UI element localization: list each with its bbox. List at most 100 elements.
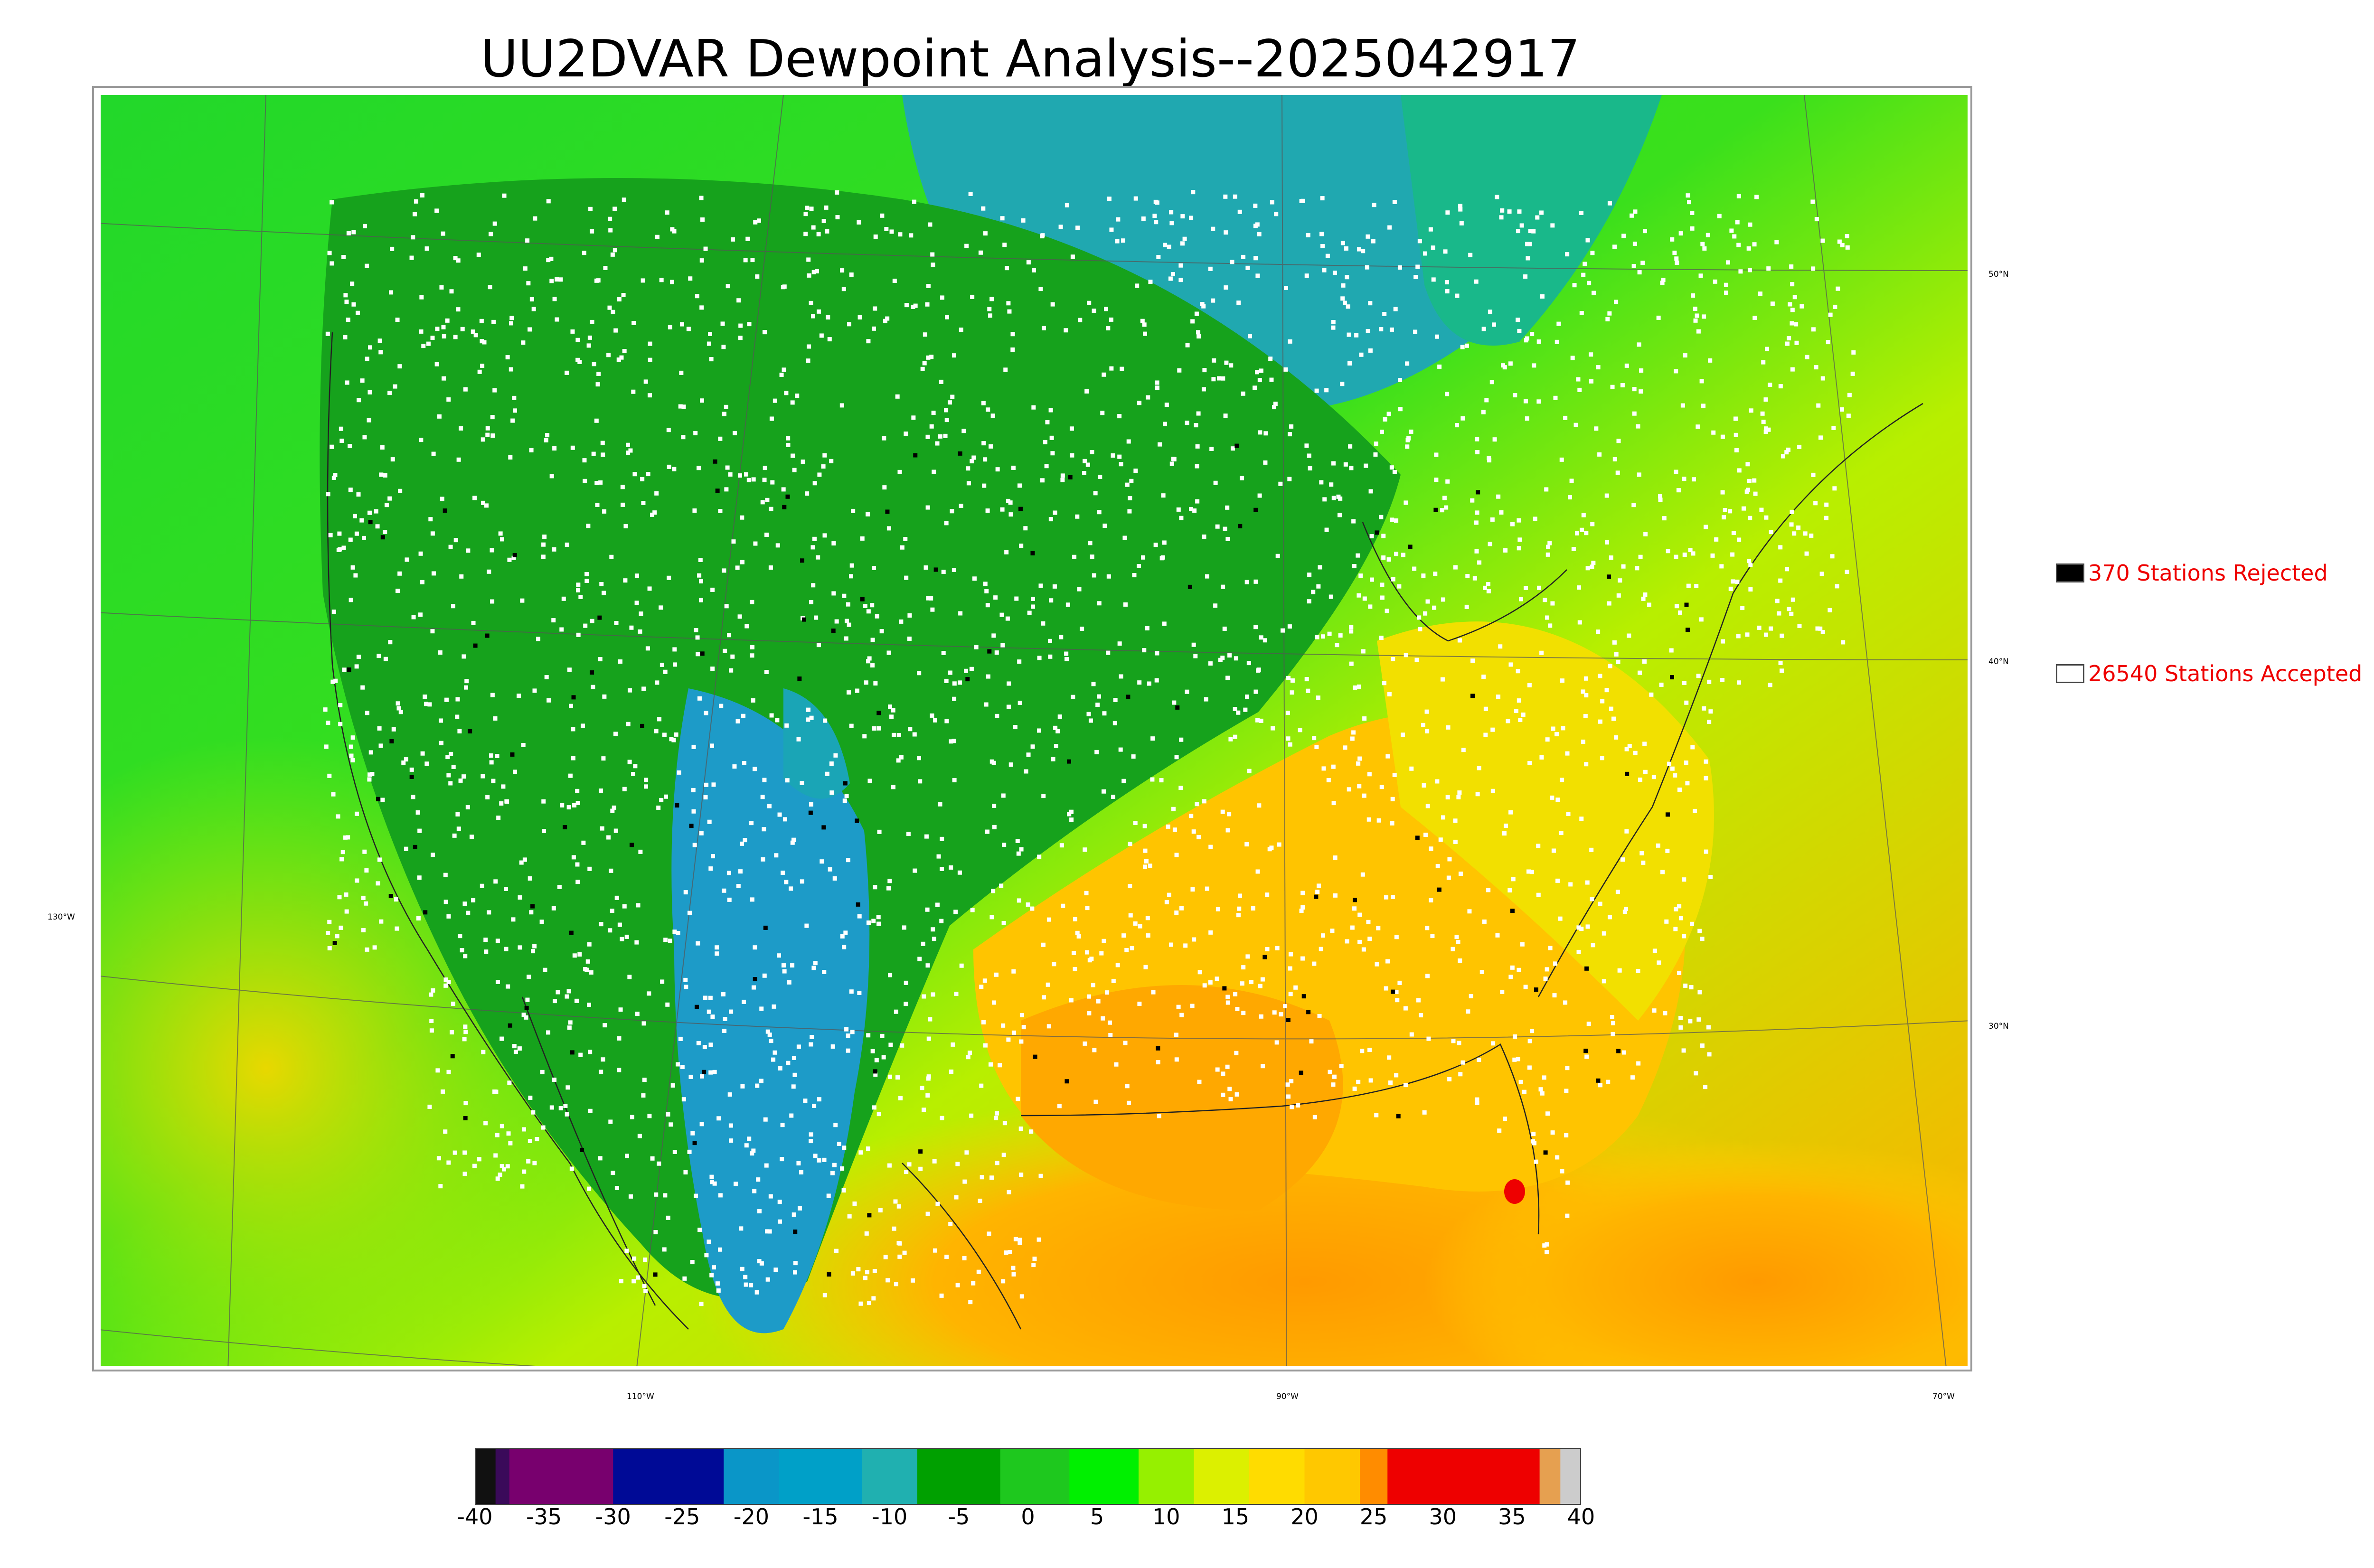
station-accepted	[634, 940, 639, 945]
station-accepted	[773, 1268, 778, 1272]
station-accepted	[520, 1184, 525, 1189]
station-accepted	[524, 1015, 528, 1020]
station-accepted	[684, 985, 688, 989]
station-accepted	[1736, 634, 1741, 638]
station-accepted	[827, 337, 832, 342]
station-accepted	[1237, 209, 1242, 214]
station-accepted	[1394, 518, 1399, 523]
western-interior-area	[320, 178, 1401, 1299]
station-accepted	[1179, 737, 1184, 742]
station-accepted	[1423, 611, 1428, 616]
station-rejected	[782, 505, 787, 509]
station-accepted	[1324, 527, 1329, 532]
station-accepted	[551, 906, 556, 911]
station-accepted	[415, 810, 420, 815]
station-accepted	[619, 1279, 623, 1284]
station-accepted	[1279, 1012, 1283, 1017]
station-accepted	[1142, 322, 1147, 327]
station-accepted	[1220, 809, 1225, 814]
station-accepted	[627, 975, 632, 979]
station-accepted	[811, 225, 816, 230]
station-accepted	[1132, 573, 1137, 578]
station-accepted	[699, 398, 704, 403]
station-rejected	[530, 904, 535, 909]
station-accepted	[917, 671, 922, 676]
station-accepted	[1119, 674, 1123, 679]
station-accepted	[1211, 377, 1216, 382]
station-accepted	[1196, 411, 1201, 416]
station-accepted	[1328, 1070, 1332, 1074]
station-accepted	[1368, 348, 1373, 353]
station-accepted	[763, 466, 767, 470]
station-accepted	[1612, 457, 1617, 461]
station-accepted	[1688, 548, 1693, 553]
station-accepted	[1851, 350, 1856, 355]
station-accepted	[1190, 1004, 1195, 1008]
station-accepted	[600, 441, 605, 445]
station-accepted	[1741, 506, 1746, 511]
station-accepted	[1259, 368, 1263, 373]
station-accepted	[1281, 628, 1285, 633]
station-accepted	[1447, 1077, 1452, 1081]
station-accepted	[1531, 229, 1536, 234]
station-accepted	[1747, 479, 1752, 483]
station-accepted	[1682, 681, 1686, 685]
station-accepted	[850, 1030, 855, 1034]
graticule	[101, 95, 1968, 1366]
station-accepted	[1244, 842, 1249, 847]
station-accepted	[989, 1175, 994, 1180]
station-accepted	[832, 1163, 837, 1167]
station-accepted	[1275, 946, 1280, 950]
station-accepted	[349, 744, 353, 749]
station-accepted	[1084, 389, 1089, 394]
station-accepted	[1088, 718, 1093, 723]
station-accepted	[1674, 907, 1678, 911]
station-accepted	[1615, 470, 1620, 475]
station-accepted	[1135, 283, 1140, 288]
station-accepted	[1211, 298, 1215, 303]
station-accepted	[1451, 1039, 1456, 1043]
station-accepted	[1621, 1050, 1626, 1055]
station-accepted	[628, 1194, 633, 1199]
station-accepted	[1590, 897, 1594, 901]
station-accepted	[1106, 650, 1111, 655]
station-accepted	[1577, 387, 1582, 392]
station-accepted	[1477, 1057, 1481, 1062]
station-accepted	[1265, 947, 1270, 951]
station-accepted	[821, 219, 826, 224]
station-accepted	[834, 1249, 839, 1253]
station-accepted	[611, 310, 615, 314]
station-accepted	[1245, 954, 1250, 959]
station-accepted	[1769, 626, 1773, 631]
station-accepted	[448, 545, 453, 549]
station-accepted	[837, 1142, 841, 1146]
station-accepted	[456, 307, 461, 312]
station-accepted	[1704, 776, 1708, 780]
lon-label-90w: 90°W	[1276, 1392, 1299, 1401]
station-accepted	[572, 803, 577, 807]
station-accepted	[944, 408, 949, 413]
station-accepted	[1178, 263, 1183, 268]
station-accepted	[829, 790, 834, 795]
station-accepted	[1602, 979, 1606, 984]
station-accepted	[1700, 1043, 1705, 1048]
station-accepted	[1539, 210, 1544, 215]
station-accepted	[1820, 376, 1825, 381]
station-rejected	[1433, 507, 1438, 512]
station-accepted	[1516, 1057, 1520, 1061]
station-accepted	[1366, 817, 1371, 822]
station-accepted	[708, 1070, 713, 1075]
station-accepted	[1724, 282, 1728, 287]
station-accepted	[1227, 1087, 1232, 1091]
station-accepted	[1560, 678, 1564, 683]
station-accepted	[340, 850, 345, 854]
station-accepted	[448, 781, 453, 786]
station-accepted	[443, 977, 448, 982]
station-accepted	[835, 215, 840, 220]
station-accepted	[1475, 792, 1480, 797]
station-accepted	[637, 1134, 642, 1138]
station-accepted	[445, 318, 450, 323]
station-accepted	[1453, 818, 1458, 823]
station-accepted	[1472, 576, 1477, 581]
station-accepted	[1382, 312, 1387, 317]
